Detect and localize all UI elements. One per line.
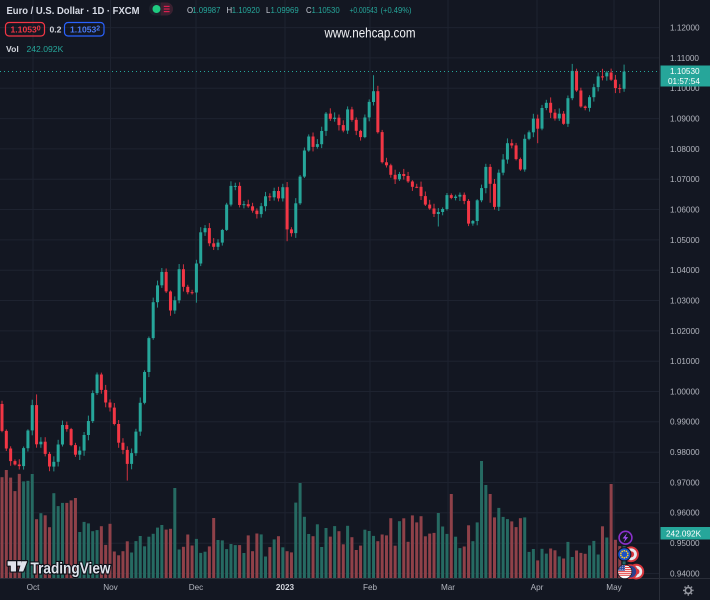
svg-text:0.97000: 0.97000 bbox=[670, 478, 700, 487]
svg-text:+0.00543: +0.00543 bbox=[350, 6, 378, 15]
svg-text:0.2: 0.2 bbox=[50, 25, 62, 35]
svg-text:1.01000: 1.01000 bbox=[670, 357, 700, 366]
svg-text:0.94000: 0.94000 bbox=[670, 569, 700, 578]
svg-text:Euro / U.S. Dollar · 1D · FXCM: Euro / U.S. Dollar · 1D · FXCM bbox=[7, 5, 140, 17]
svg-text:Oct: Oct bbox=[27, 583, 40, 592]
svg-text:Apr: Apr bbox=[531, 583, 544, 592]
svg-text:TradingView: TradingView bbox=[31, 561, 111, 578]
svg-text:1.12000: 1.12000 bbox=[670, 24, 700, 33]
svg-text:242.092K: 242.092K bbox=[666, 530, 702, 539]
svg-text:1.10532: 1.10532 bbox=[70, 25, 100, 35]
svg-text:1.10920: 1.10920 bbox=[232, 6, 261, 15]
svg-text:1.10000: 1.10000 bbox=[670, 84, 700, 93]
svg-text:Nov: Nov bbox=[103, 583, 118, 592]
svg-text:C: C bbox=[306, 6, 312, 15]
svg-text:01:57:54: 01:57:54 bbox=[668, 77, 700, 86]
svg-text:242.092K: 242.092K bbox=[27, 44, 64, 54]
svg-text:Vol: Vol bbox=[6, 44, 19, 54]
svg-text:1.00000: 1.00000 bbox=[670, 387, 700, 396]
svg-text:0.96000: 0.96000 bbox=[670, 509, 700, 518]
svg-text:1.09987: 1.09987 bbox=[192, 6, 220, 15]
svg-text:L: L bbox=[266, 6, 271, 15]
svg-text:1.10530: 1.10530 bbox=[312, 6, 341, 15]
svg-text:1.09969: 1.09969 bbox=[271, 6, 299, 15]
svg-text:1.05000: 1.05000 bbox=[670, 236, 700, 245]
svg-text:1.02000: 1.02000 bbox=[670, 327, 700, 336]
svg-text:1.08000: 1.08000 bbox=[670, 145, 700, 154]
svg-text:1.10530: 1.10530 bbox=[11, 25, 41, 35]
svg-text:0.95000: 0.95000 bbox=[670, 539, 700, 548]
svg-text:1.03000: 1.03000 bbox=[670, 296, 700, 305]
svg-text:1.10530: 1.10530 bbox=[670, 67, 700, 76]
svg-text:0.99000: 0.99000 bbox=[670, 418, 700, 427]
svg-text:1.04000: 1.04000 bbox=[670, 266, 700, 275]
svg-text:1.06000: 1.06000 bbox=[670, 205, 700, 214]
svg-text:1.09000: 1.09000 bbox=[670, 115, 700, 124]
svg-text:1.11000: 1.11000 bbox=[670, 54, 699, 63]
svg-text:0.98000: 0.98000 bbox=[670, 448, 700, 457]
svg-text:Feb: Feb bbox=[363, 583, 378, 592]
svg-text:2023: 2023 bbox=[276, 583, 295, 592]
svg-text:1.07000: 1.07000 bbox=[670, 175, 700, 184]
svg-text:H: H bbox=[227, 6, 233, 15]
svg-text:O: O bbox=[187, 6, 193, 15]
svg-text:Mar: Mar bbox=[441, 583, 455, 592]
svg-text:www.nehcap.com: www.nehcap.com bbox=[324, 26, 416, 41]
svg-text:(+0.49%): (+0.49%) bbox=[381, 6, 412, 15]
svg-text:Dec: Dec bbox=[189, 583, 204, 592]
svg-text:May: May bbox=[606, 583, 622, 592]
